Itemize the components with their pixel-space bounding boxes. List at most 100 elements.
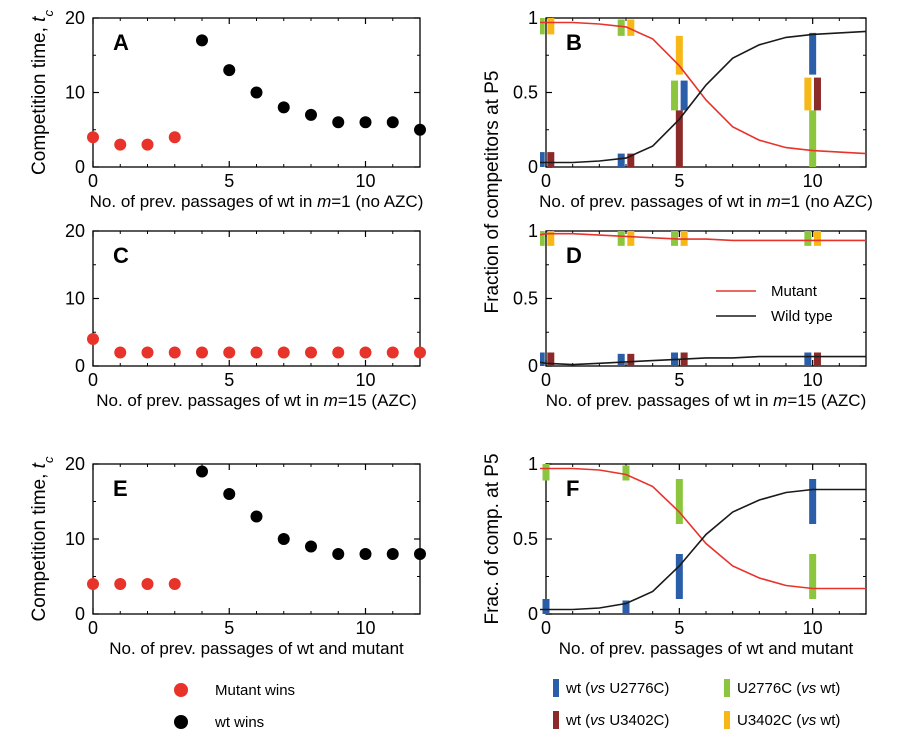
fraction-bar — [627, 231, 635, 246]
legend-wildtype-label: Wild type — [771, 308, 833, 325]
x-axis-label-part: No. of prev. passages of wt and mutant — [559, 639, 854, 658]
legend-bar-label: wt (vs U3402C) — [565, 712, 669, 729]
fraction-bar — [622, 600, 630, 614]
legend-bar-label-part: U3402C ( — [737, 712, 801, 729]
fraction-bar — [675, 479, 683, 524]
y-tick-label: 10 — [65, 83, 85, 103]
x-tick-label: 5 — [224, 171, 234, 191]
data-point — [277, 346, 290, 359]
fraction-bar — [542, 599, 550, 614]
x-axis-label: No. of prev. passages of wt in m=1 (no A… — [539, 192, 873, 211]
x-axis-label-part: No. of prev. passages of wt in — [96, 391, 323, 410]
fraction-bar — [617, 153, 625, 167]
data-point — [114, 578, 127, 590]
data-point — [223, 488, 236, 500]
mutant-line — [540, 467, 866, 590]
fraction-bar — [540, 352, 545, 366]
x-tick-label: 5 — [224, 370, 234, 390]
x-tick-label: 0 — [541, 171, 551, 191]
legend-bar-label: U3402C (vs wt) — [737, 712, 840, 729]
plot-frame — [545, 463, 867, 615]
legend-bar-label: wt (vs U2776C) — [565, 680, 669, 697]
x-axis-label-part: m — [317, 192, 331, 211]
fraction-bar — [809, 32, 817, 75]
data-point — [277, 533, 290, 545]
y-axis-label: Competition time, tc — [29, 10, 56, 175]
fraction-bar — [540, 18, 545, 35]
y-tick-label: 20 — [65, 454, 85, 474]
data-point — [168, 346, 181, 359]
panel-label: C — [113, 243, 129, 268]
data-point — [141, 578, 154, 590]
panel-d: 0 5 10 0 0.5 1 No. of prev. passages of wt in … — [513, 221, 867, 410]
legend-bar-label: U2776C (vs wt) — [737, 680, 840, 697]
data-point — [196, 346, 208, 359]
mutant-line — [540, 232, 866, 242]
wildtype-line — [540, 488, 866, 611]
y-axis-label-part: c — [41, 456, 56, 463]
data-point — [414, 123, 426, 136]
x-tick-label: 0 — [88, 370, 98, 390]
legend-wt-wins-label: wt wins — [214, 714, 264, 731]
x-tick-label: 10 — [803, 370, 823, 390]
data-point — [277, 101, 290, 114]
data-point — [196, 465, 208, 478]
x-tick-label: 10 — [803, 171, 823, 191]
legend-bar-label-part: U3402C) — [605, 712, 669, 729]
legend-wt-wins-marker — [174, 715, 188, 729]
panel-b: 0 5 10 0 0.5 1 No. of prev. passages of wt in … — [513, 8, 873, 211]
y-axis-label-part: t — [29, 462, 50, 468]
x-tick-label: 0 — [88, 171, 98, 191]
data-point — [359, 346, 372, 359]
data-point — [141, 346, 154, 359]
y-tick-label: 10 — [65, 289, 85, 309]
x-tick-label: 0 — [541, 370, 551, 390]
y-tick-label: 0.5 — [513, 83, 538, 103]
legend-bar-label-part: vs — [801, 712, 817, 729]
fraction-bar — [617, 231, 625, 246]
y-axis-label-part: t — [29, 16, 50, 22]
mutant-line — [540, 21, 866, 155]
legend-bar-label-part: U2776C) — [605, 680, 669, 697]
legend-bar-label-part: vs — [590, 680, 606, 697]
data-point — [386, 548, 399, 560]
fraction-bar — [547, 18, 555, 35]
x-axis-label: No. of prev. passages of wt in m=15 (AZC… — [96, 391, 416, 410]
x-tick-label: 5 — [674, 171, 684, 191]
wildtype-line — [540, 30, 866, 164]
x-tick-label: 5 — [674, 618, 684, 638]
legend-bar-swatch — [553, 679, 559, 697]
x-axis-label-part: No. of prev. passages of wt in — [546, 391, 773, 410]
legend-bar-label-part: wt) — [816, 680, 840, 697]
data-point — [223, 64, 236, 77]
fraction-bar — [627, 153, 635, 167]
y-tick-label: 0 — [75, 604, 85, 624]
fraction-bar — [540, 152, 545, 167]
fraction-bar — [813, 77, 821, 111]
x-axis-label-part: =15 (AZC) — [338, 391, 417, 410]
fraction-bar — [617, 353, 625, 366]
x-tick-label: 0 — [541, 618, 551, 638]
fraction-bar — [675, 35, 683, 75]
y-axis-label-shared: Fraction of competitors at P5 — [482, 71, 503, 314]
panel-label: B — [566, 30, 582, 55]
data-point — [168, 131, 181, 144]
legend-bar-label-part: vs — [801, 680, 817, 697]
x-axis-label-part: No. of prev. passages of wt and mutant — [109, 639, 404, 658]
fraction-bar — [617, 19, 625, 36]
fraction-bar — [622, 465, 630, 481]
fraction-bar — [627, 19, 635, 36]
fraction-bar — [540, 231, 545, 246]
legend-bar-label-part: vs — [590, 712, 606, 729]
x-axis-label-part: m — [773, 391, 787, 410]
lines-group — [540, 18, 866, 167]
x-axis-label-part: =1 (no AZC) — [331, 192, 423, 211]
data-point — [305, 540, 317, 553]
legend-mutant-label: Mutant — [771, 283, 818, 300]
legend-mutant-wins-marker — [174, 683, 188, 697]
panel-label: F — [566, 476, 579, 501]
fraction-bar — [547, 231, 555, 246]
x-axis-label-part: No. of prev. passages of wt in — [539, 192, 766, 211]
y-axis-label: Competition time, tc — [29, 456, 56, 621]
